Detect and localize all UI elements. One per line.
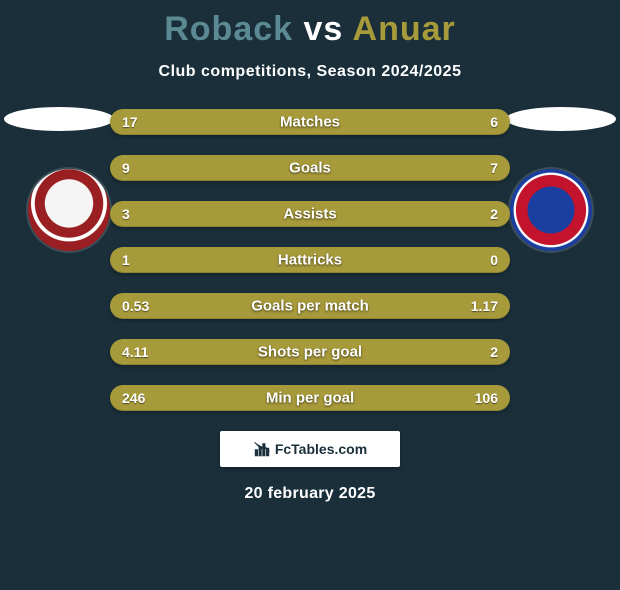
comparison-content: 17 Matches 6 9 Goals 7 3 Assists 2 1 Hattricks 0 0.5… [0, 107, 620, 411]
stat-label: Matches [280, 114, 340, 131]
stat-value-right: 7 [490, 160, 498, 176]
stat-label: Assists [283, 206, 336, 223]
stat-value-right: 2 [490, 344, 498, 360]
stat-value-left: 4.11 [122, 344, 148, 360]
stat-label: Goals [289, 160, 331, 177]
stat-value-right: 0 [490, 252, 498, 268]
title-vs: vs [304, 10, 344, 48]
left-ellipse [4, 107, 114, 131]
title-player1: Roback [164, 10, 293, 48]
stat-bar: 9 Goals 7 [110, 155, 510, 181]
stat-bar: 1 Hattricks 0 [110, 247, 510, 273]
title-player2: Anuar [353, 10, 456, 48]
stat-label: Min per goal [266, 390, 354, 407]
stat-value-left: 246 [122, 390, 145, 406]
chart-icon [253, 440, 271, 458]
stat-label: Hattricks [278, 252, 342, 269]
left-club-badge [28, 169, 110, 251]
stat-label: Shots per goal [258, 344, 362, 361]
stat-value-left: 17 [122, 114, 138, 130]
right-club-badge [510, 169, 592, 251]
right-ellipse [506, 107, 616, 131]
stat-bar: 246 Min per goal 106 [110, 385, 510, 411]
stat-value-left: 9 [122, 160, 130, 176]
stat-bar: 0.53 Goals per match 1.17 [110, 293, 510, 319]
page-title: Roback vs Anuar [0, 10, 620, 49]
stat-bar: 4.11 Shots per goal 2 [110, 339, 510, 365]
subtitle: Club competitions, Season 2024/2025 [0, 63, 620, 81]
date-text: 20 february 2025 [0, 485, 620, 503]
brand-box: FcTables.com [220, 431, 400, 467]
stat-label: Goals per match [251, 298, 369, 315]
stat-bars: 17 Matches 6 9 Goals 7 3 Assists 2 1 Hattricks 0 0.5… [110, 107, 510, 411]
stat-value-right: 106 [475, 390, 498, 406]
stat-value-left: 0.53 [122, 298, 149, 314]
stat-value-right: 2 [490, 206, 498, 222]
stat-value-right: 1.17 [471, 298, 498, 314]
stat-bar: 3 Assists 2 [110, 201, 510, 227]
brand-text: FcTables.com [275, 441, 367, 457]
stat-value-left: 1 [122, 252, 130, 268]
stat-value-right: 6 [490, 114, 498, 130]
stat-value-left: 3 [122, 206, 130, 222]
stat-bar: 17 Matches 6 [110, 109, 510, 135]
